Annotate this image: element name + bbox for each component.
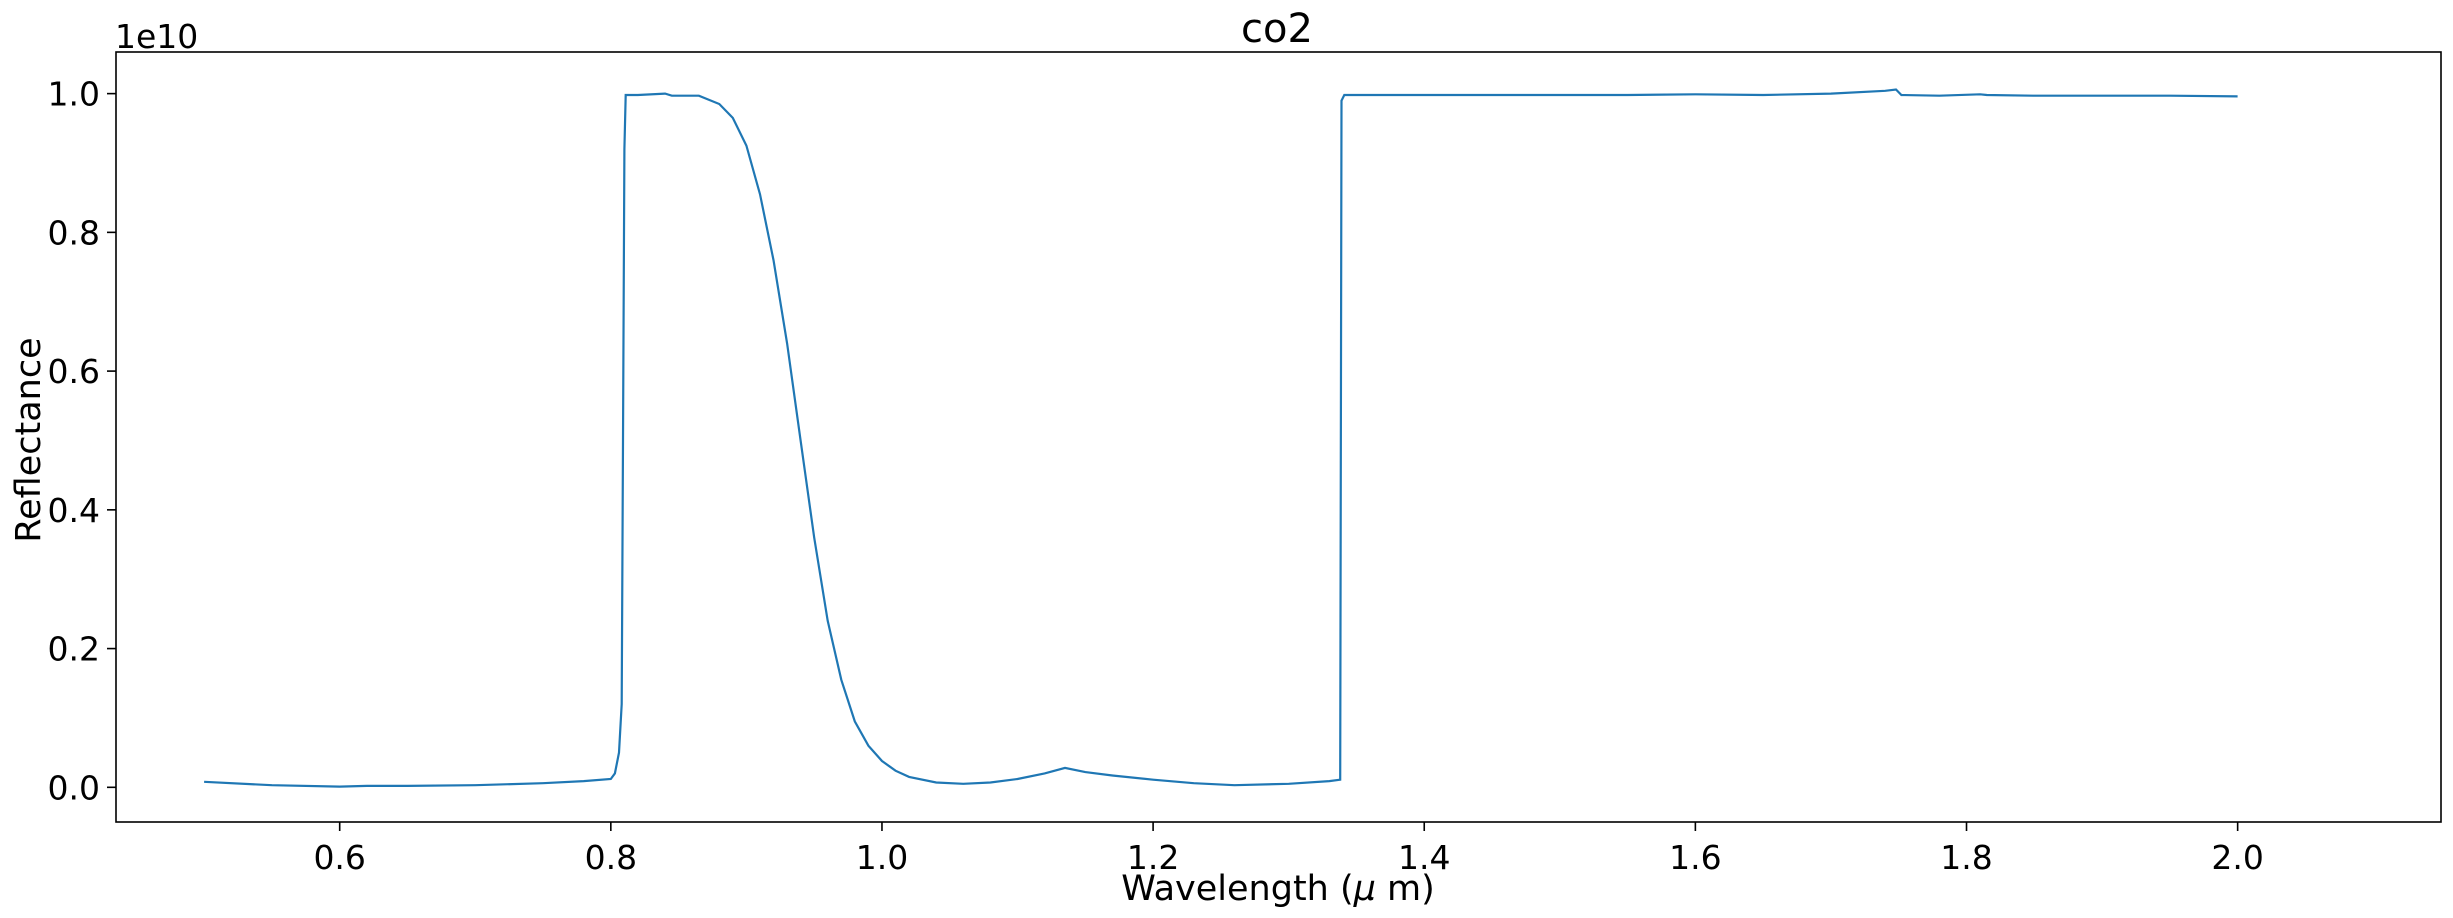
- chart-title: co2: [1241, 6, 1313, 52]
- y-tick-label: 0.8: [48, 213, 100, 252]
- x-tick-label: 1.0: [856, 838, 908, 877]
- x-axis-label-suffix: m): [1376, 869, 1435, 909]
- x-tick-label: 1.6: [1669, 838, 1721, 877]
- y-axis-ticks: 0.0 0.2 0.4 0.6 0.8 1.0: [48, 75, 116, 807]
- x-axis-label-mu: μ: [1353, 869, 1376, 909]
- x-tick-label: 1.4: [1398, 838, 1450, 877]
- x-tick-label: 2.0: [2211, 838, 2263, 877]
- x-tick-label: 1.8: [1940, 838, 1992, 877]
- y-tick-label: 0.2: [48, 630, 100, 669]
- x-tick-label: 1.2: [1127, 838, 1179, 877]
- y-tick-label: 0.6: [48, 352, 100, 391]
- y-axis-label: Reflectance: [9, 337, 49, 542]
- x-tick-label: 0.6: [313, 838, 365, 877]
- x-axis-label-prefix: Wavelength (: [1121, 869, 1353, 909]
- x-tick-label: 0.8: [585, 838, 637, 877]
- plot-frame: [115, 51, 2442, 823]
- x-axis-ticks: 0.6 0.8 1.0 1.2 1.4 1.6 1.8 2.0: [313, 822, 2264, 877]
- y-offset-label: 1e10: [115, 17, 198, 56]
- x-axis-label: Wavelength (μ m): [1121, 869, 1435, 909]
- y-tick-label: 0.0: [48, 768, 100, 807]
- series-line-co2: [204, 88, 2238, 788]
- y-tick-label: 0.4: [48, 491, 100, 530]
- y-tick-label: 1.0: [48, 75, 100, 114]
